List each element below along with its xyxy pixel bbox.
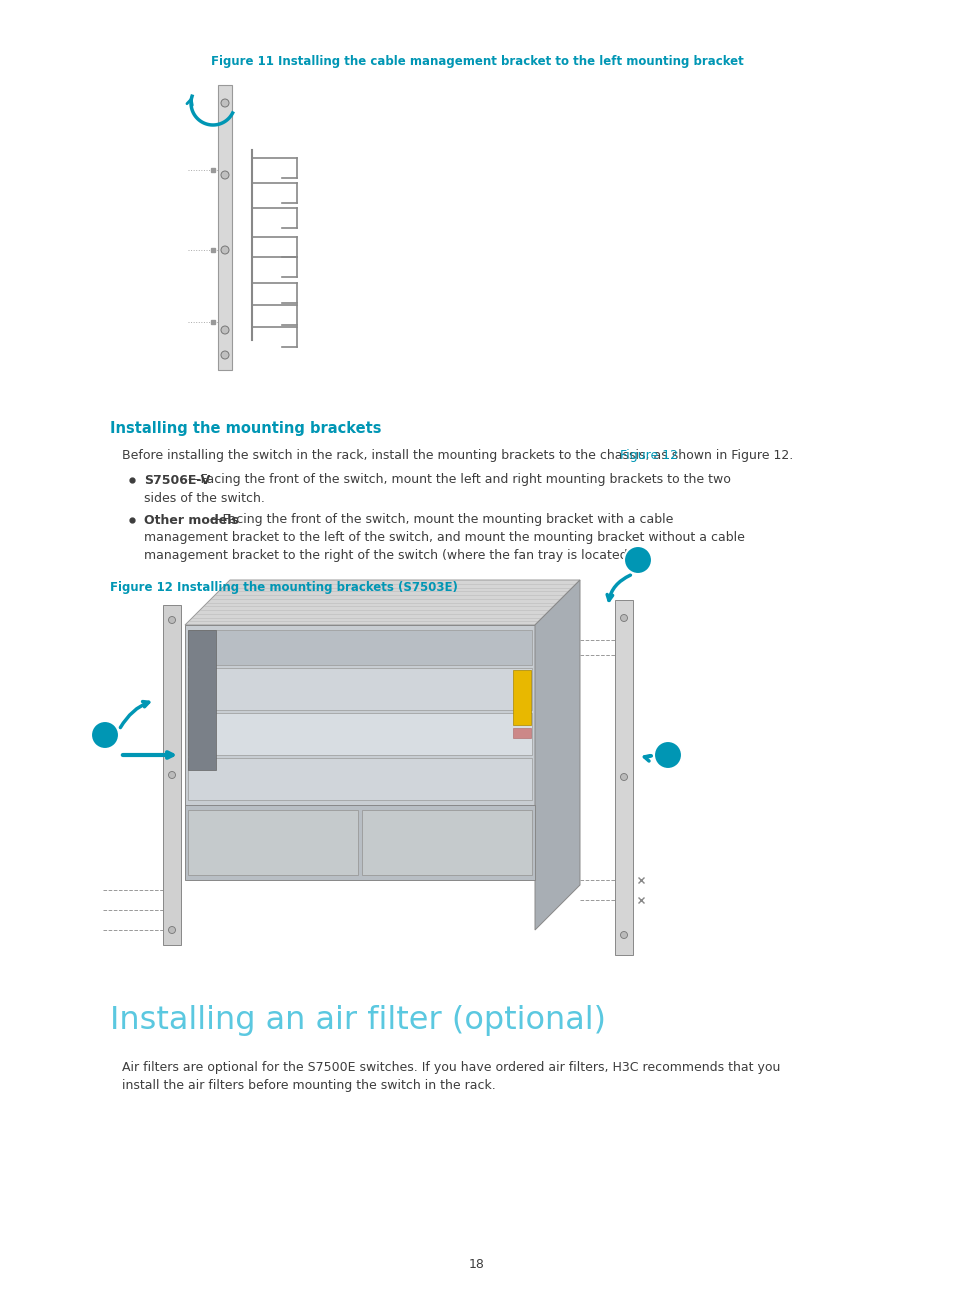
Text: Installing an air filter (optional): Installing an air filter (optional) xyxy=(110,1004,605,1036)
Text: Figure 12: Figure 12 xyxy=(619,450,678,463)
Bar xyxy=(188,713,532,756)
Circle shape xyxy=(221,246,229,254)
Circle shape xyxy=(169,617,175,623)
Text: management bracket to the left of the switch, and mount the mounting bracket wit: management bracket to the left of the sw… xyxy=(144,531,744,544)
Text: Before installing the switch in the rack, install the mounting brackets to the c: Before installing the switch in the rack… xyxy=(122,450,792,463)
Circle shape xyxy=(221,327,229,334)
Text: Other models: Other models xyxy=(144,513,238,526)
Circle shape xyxy=(169,927,175,933)
Bar xyxy=(513,728,531,737)
Text: —Facing the front of the switch, mount the left and right mounting brackets to t: —Facing the front of the switch, mount t… xyxy=(188,473,730,486)
Bar xyxy=(513,670,531,724)
Text: Air filters are optional for the S7500E switches. If you have ordered air filter: Air filters are optional for the S7500E … xyxy=(122,1061,780,1074)
Polygon shape xyxy=(535,581,579,931)
Bar xyxy=(615,600,633,955)
Circle shape xyxy=(619,614,627,622)
Bar xyxy=(185,625,535,855)
Bar xyxy=(218,86,232,369)
Text: Installing the mounting brackets: Installing the mounting brackets xyxy=(110,420,381,435)
Text: sides of the switch.: sides of the switch. xyxy=(144,491,265,504)
Circle shape xyxy=(221,351,229,359)
Text: install the air filters before mounting the switch in the rack.: install the air filters before mounting … xyxy=(122,1080,496,1093)
Circle shape xyxy=(623,546,651,574)
Circle shape xyxy=(221,98,229,108)
Text: —Facing the front of the switch, mount the mounting bracket with a cable: —Facing the front of the switch, mount t… xyxy=(210,513,673,526)
Circle shape xyxy=(221,171,229,179)
Circle shape xyxy=(169,771,175,779)
Bar xyxy=(163,605,181,945)
Text: 18: 18 xyxy=(469,1258,484,1271)
Bar xyxy=(188,810,357,875)
Bar xyxy=(188,630,215,770)
Text: S7506E-V: S7506E-V xyxy=(144,473,210,486)
Bar xyxy=(188,630,532,665)
Text: Figure 12 Installing the mounting brackets (S7503E): Figure 12 Installing the mounting bracke… xyxy=(110,581,457,594)
Bar xyxy=(361,810,532,875)
Bar xyxy=(188,667,532,710)
Circle shape xyxy=(91,721,119,749)
Text: management bracket to the right of the switch (where the fan tray is located).: management bracket to the right of the s… xyxy=(144,550,636,562)
Text: Figure 11 Installing the cable management bracket to the left mounting bracket: Figure 11 Installing the cable managemen… xyxy=(211,56,742,69)
Circle shape xyxy=(619,932,627,938)
Circle shape xyxy=(654,741,681,769)
Bar xyxy=(188,758,532,800)
Polygon shape xyxy=(185,581,579,625)
Bar xyxy=(185,805,535,880)
Circle shape xyxy=(619,774,627,780)
